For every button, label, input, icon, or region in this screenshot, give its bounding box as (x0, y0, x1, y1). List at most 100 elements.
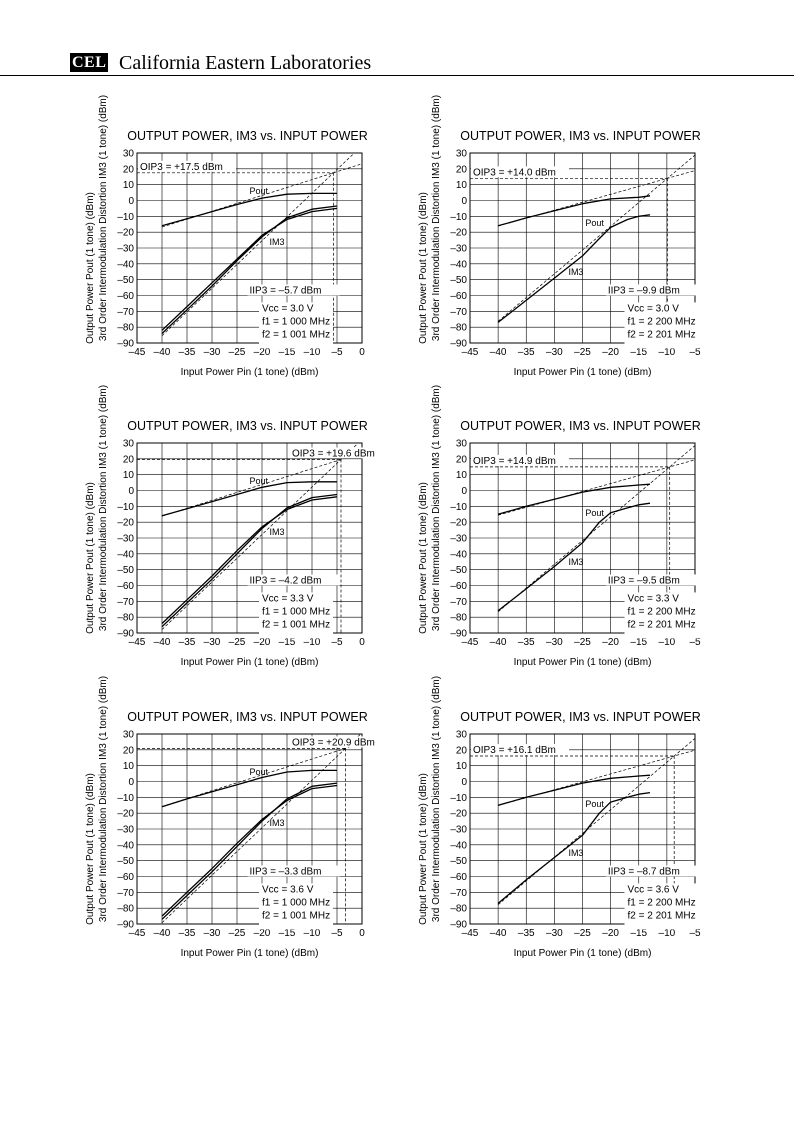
oip3-label: OIP3 = +14.9 dBm (473, 456, 556, 467)
oip3-label: OIP3 = +17.5 dBm (140, 162, 223, 173)
conditions-bg (259, 883, 333, 930)
x-axis-label: Input Power Pin (1 tone) (dBm) (514, 367, 652, 378)
y-tick-label: –90 (117, 920, 134, 931)
x-tick-label: –35 (518, 637, 535, 648)
x-tick-label: –25 (229, 347, 246, 358)
conditions-bg (624, 883, 699, 930)
oip3-label-bg (290, 736, 388, 748)
x-axis-label: Input Power Pin (1 tone) (dBm) (181, 367, 319, 378)
pout-label: Pout (585, 218, 604, 228)
y-tick-label: –90 (450, 920, 467, 931)
y-tick-label: –40 (450, 259, 467, 270)
x-tick-label: –45 (129, 347, 146, 358)
x-tick-label: –5 (689, 347, 701, 358)
condition-line: Vcc = 3.6 V (262, 884, 314, 895)
iip3-label-bg (605, 865, 698, 877)
y-tick-label: 30 (123, 730, 135, 741)
pout-label: Pout (250, 476, 269, 486)
x-tick-label: –10 (304, 347, 321, 358)
x-tick-label: 0 (359, 347, 365, 358)
x-tick-label: –10 (304, 928, 321, 939)
cel-logo: CEL (70, 53, 109, 72)
x-tick-label: –15 (630, 637, 647, 648)
condition-line: f2 = 2 201 MHz (628, 910, 696, 921)
oip3-label: OIP3 = +20.9 dBm (292, 737, 375, 748)
y-axis-label-im3: 3rd Order Intermodulation Distortion IM3… (431, 385, 442, 631)
im3-label: IM3 (270, 527, 285, 537)
x-tick-label: –30 (204, 637, 221, 648)
pout-curve (497, 195, 651, 227)
header-rule (0, 75, 794, 76)
pout-curve (161, 481, 337, 517)
y-tick-label: –40 (450, 840, 467, 851)
x-tick-label: –15 (630, 928, 647, 939)
y-tick-label: –80 (117, 323, 134, 334)
plot-frame (136, 152, 363, 344)
y-tick-label: –90 (450, 339, 467, 350)
chart-5: OUTPUT POWER, IM3 vs. INPUT POWER 30 20 10 0… (85, 676, 388, 959)
y-tick-label: 10 (123, 761, 135, 772)
x-tick-label: –20 (254, 637, 271, 648)
y-tick-label: 10 (456, 180, 468, 191)
y-tick-label: –80 (450, 323, 467, 334)
x-tick-label: –15 (630, 347, 647, 358)
y-axis-label-pout: Output Power Pout (1 tone) (dBm) (85, 192, 96, 344)
iip3-label-bg (247, 865, 340, 877)
y-tick-label: 30 (456, 730, 468, 741)
y-tick-label: –90 (450, 629, 467, 640)
oip3-label-bg (471, 454, 569, 466)
im3-curve (497, 791, 651, 904)
y-axis-label-pout: Output Power Pout (1 tone) (dBm) (85, 773, 96, 925)
x-tick-label: –5 (331, 347, 343, 358)
condition-line: f1 = 1 000 MHz (262, 897, 330, 908)
y-tick-label: –20 (450, 518, 467, 529)
y-axis-label-pout: Output Power Pout (1 tone) (dBm) (418, 773, 429, 925)
x-tick-label: –40 (490, 347, 507, 358)
y-tick-label: –40 (450, 549, 467, 560)
y-tick-label: –50 (117, 565, 134, 576)
im3-asymptote (161, 733, 361, 923)
y-tick-label: 20 (456, 164, 468, 175)
pout-asymptote (498, 459, 696, 516)
x-tick-label: –25 (229, 637, 246, 648)
y-tick-label: –60 (117, 872, 134, 883)
x-tick-label: –40 (154, 347, 171, 358)
y-axis-label-im3: 3rd Order Intermodulation Distortion IM3… (98, 676, 109, 922)
im3-curve (161, 205, 338, 334)
y-tick-label: –20 (450, 809, 467, 820)
x-tick-label: –20 (602, 347, 619, 358)
condition-line: f1 = 2 200 MHz (628, 316, 696, 327)
x-tick-label: –25 (574, 347, 591, 358)
condition-line: f2 = 1 001 MHz (262, 910, 330, 921)
im3-curve (161, 782, 338, 920)
y-tick-label: –90 (117, 629, 134, 640)
oip3-label-bg (471, 166, 569, 178)
y-tick-label: –70 (117, 888, 134, 899)
y-tick-label: –50 (450, 856, 467, 867)
im3-asymptote (161, 152, 355, 336)
x-tick-label: –35 (179, 928, 196, 939)
x-tick-label: –10 (659, 347, 676, 358)
y-tick-label: –60 (117, 581, 134, 592)
y-tick-label: –20 (117, 809, 134, 820)
condition-line: f1 = 2 200 MHz (628, 897, 696, 908)
pout-curve (161, 769, 337, 808)
y-tick-label: –60 (450, 581, 467, 592)
x-tick-label: –5 (689, 928, 701, 939)
iip3-label-bg (605, 574, 698, 586)
chart-title: OUTPUT POWER, IM3 vs. INPUT POWER (127, 129, 368, 143)
y-tick-label: 0 (128, 486, 134, 497)
y-tick-label: 0 (461, 777, 467, 788)
condition-line: f2 = 2 201 MHz (628, 619, 696, 630)
im3-curve (161, 493, 338, 628)
x-tick-label: –20 (602, 637, 619, 648)
oip3-label-bg (138, 160, 236, 172)
pout-label: Pout (250, 767, 269, 777)
x-tick-label: –10 (659, 637, 676, 648)
x-tick-label: –10 (659, 928, 676, 939)
x-axis-label: Input Power Pin (1 tone) (dBm) (181, 657, 319, 668)
x-tick-label: –45 (462, 928, 479, 939)
y-tick-label: 0 (128, 196, 134, 207)
y-tick-label: 30 (123, 439, 135, 450)
conditions-bg (259, 592, 333, 639)
